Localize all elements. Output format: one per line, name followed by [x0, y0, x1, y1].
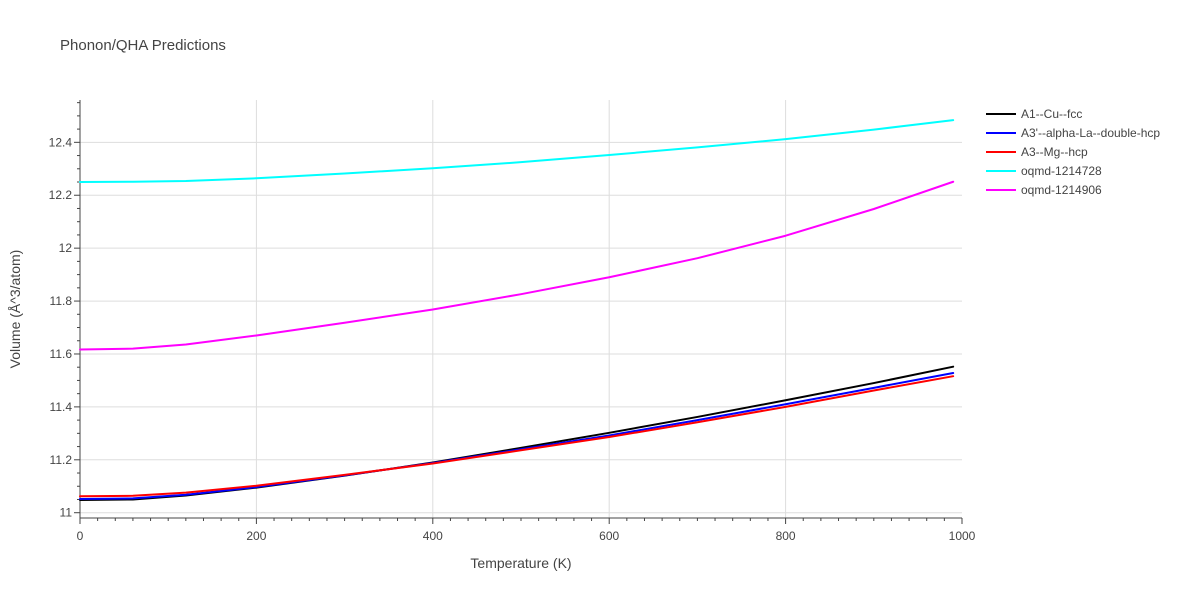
- series-line-4: [79, 180, 955, 351]
- x-tick-label: 400: [423, 529, 443, 543]
- legend: A1--Cu--fcc A3'--alpha-La--double-hcp A3--…: [986, 107, 1160, 197]
- grid-lines: [80, 100, 962, 518]
- series-line-3: [79, 119, 955, 184]
- x-tick-label: 0: [77, 529, 84, 543]
- x-axis-ticks: 0 200 400 600 800 1000: [77, 529, 976, 543]
- series-line-0: [79, 365, 955, 502]
- x-tick-label: 800: [776, 529, 796, 543]
- legend-label: oqmd-1214728: [1021, 164, 1102, 178]
- y-tick-label: 12: [59, 241, 73, 255]
- legend-label: A3'--alpha-La--double-hcp: [1021, 126, 1160, 140]
- legend-label: oqmd-1214906: [1021, 183, 1102, 197]
- y-axis-ticks: 11 11.2 11.4 11.6 11.8 12 12.2 12.4: [49, 135, 73, 519]
- legend-item: oqmd-1214728: [986, 164, 1102, 178]
- y-tick-label: 11.6: [50, 347, 73, 361]
- y-tick-label: 12.2: [49, 188, 73, 202]
- series-line-2: [79, 375, 955, 498]
- legend-item: A3'--alpha-La--double-hcp: [986, 126, 1160, 140]
- legend-label: A1--Cu--fcc: [1021, 107, 1082, 121]
- series-layer: [79, 119, 955, 502]
- x-tick-label: 1000: [949, 529, 976, 543]
- axes: [74, 100, 963, 524]
- y-tick-label: 11.4: [50, 400, 73, 414]
- y-tick-label: 11: [60, 506, 73, 520]
- x-tick-label: 600: [599, 529, 619, 543]
- legend-item: A1--Cu--fcc: [986, 107, 1082, 121]
- x-axis-title: Temperature (K): [470, 555, 571, 571]
- series-line-1: [79, 372, 955, 500]
- legend-item: oqmd-1214906: [986, 183, 1102, 197]
- y-tick-label: 11.2: [50, 453, 73, 467]
- legend-item: A3--Mg--hcp: [986, 145, 1088, 159]
- y-tick-label: 12.4: [49, 135, 73, 149]
- y-axis-title: Volume (Å^3/atom): [7, 250, 23, 369]
- y-tick-label: 11.8: [50, 294, 73, 308]
- chart-title: Phonon/QHA Predictions: [60, 37, 226, 54]
- legend-label: A3--Mg--hcp: [1021, 145, 1088, 159]
- x-tick-label: 200: [246, 529, 266, 543]
